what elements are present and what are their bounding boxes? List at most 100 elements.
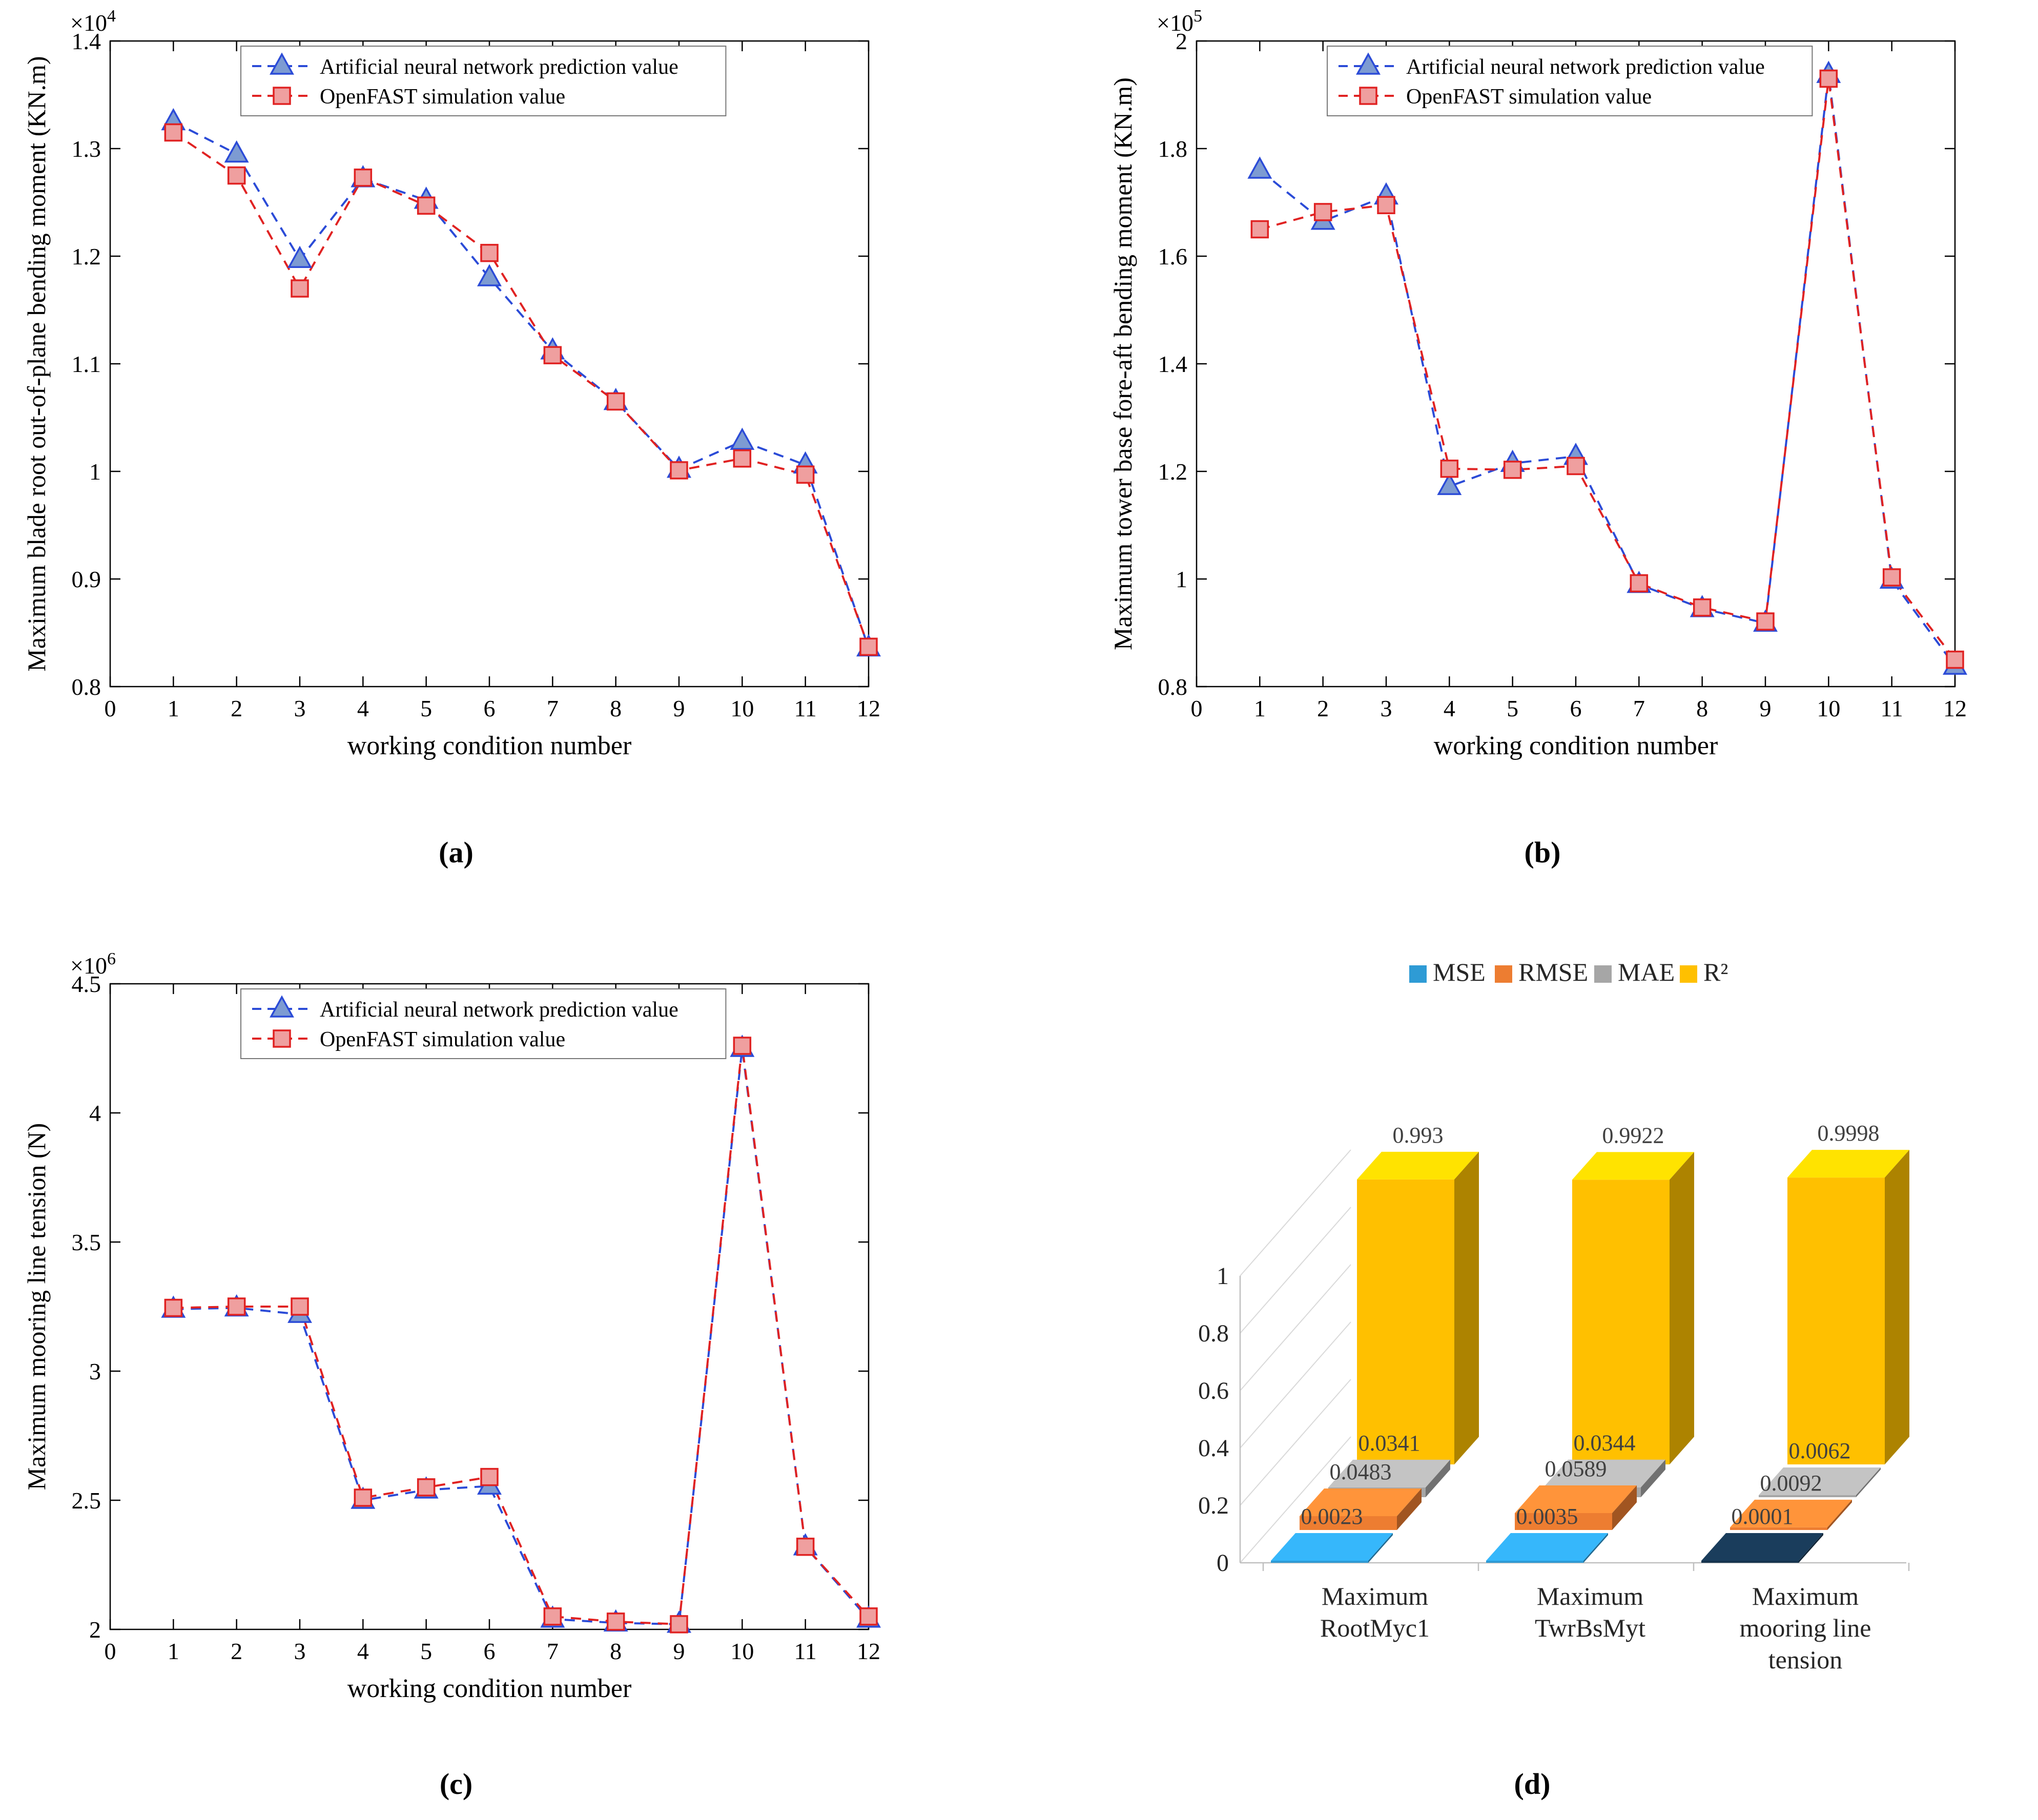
grid-line-3d — [1240, 1321, 1351, 1449]
x-tick-label: 0 — [1191, 695, 1203, 721]
data-marker — [859, 1607, 878, 1626]
grid-line-3d — [1240, 1149, 1351, 1276]
data-marker — [480, 1467, 499, 1486]
x-tick-label: 7 — [1633, 695, 1645, 721]
bar-front — [1486, 1561, 1583, 1563]
x-tick-label: 7 — [547, 695, 559, 721]
bar-top — [1515, 1485, 1637, 1514]
data-marker — [1630, 574, 1649, 593]
x-tick-label: 10 — [730, 695, 754, 721]
x-tick-label: 6 — [484, 1638, 496, 1664]
legend-swatch — [1495, 965, 1512, 983]
data-marker — [543, 346, 562, 364]
legend-item-label: R² — [1703, 958, 1728, 986]
bar-front — [1271, 1561, 1368, 1563]
data-marker — [1819, 69, 1838, 88]
legend-item-label: MAE — [1618, 958, 1675, 986]
series-line-ann — [1259, 74, 1956, 667]
chart-c-mooring-tension: 0 1 2 3 4 5 6 7 8 9 10 11 1222.533.544.5×106working … — [22, 953, 881, 1703]
bar-value-label: 0.0023 — [1301, 1504, 1363, 1529]
legend-marker — [273, 1029, 291, 1048]
bar-top — [1271, 1533, 1393, 1561]
data-marker — [291, 279, 309, 298]
data-marker — [796, 1537, 815, 1556]
y-axis-title: Maximum blade root out-of-plane bending … — [22, 56, 51, 671]
x-tick-label: 1 — [168, 695, 179, 721]
x-tick-label: 11 — [1881, 695, 1903, 721]
legend-marker — [270, 52, 294, 75]
x-tick-label: 12 — [1943, 695, 1967, 721]
x-tick-label: 8 — [1696, 695, 1708, 721]
panel-caption-d: (d) — [1514, 1767, 1551, 1801]
data-marker — [417, 196, 436, 215]
bar-side — [1426, 1459, 1450, 1497]
x-tick-label: 0 — [105, 1638, 116, 1664]
bar-side — [1454, 1151, 1479, 1464]
legend-label: Artificial neural network prediction val… — [320, 55, 678, 79]
data-marker — [1377, 196, 1395, 214]
y-tick-label: 1.6 — [1158, 243, 1188, 270]
data-marker — [354, 1488, 373, 1507]
category-label: Maximum — [1752, 1582, 1859, 1610]
bar-side — [1583, 1533, 1608, 1563]
panel-d: 0 0.2 0.4 0.6 0.8 1 0.0023 0.0035 0.0001 0.0483 0.… — [1056, 943, 2009, 1742]
x-tick-label: 9 — [1760, 695, 1772, 721]
bar-side — [1827, 1499, 1852, 1530]
data-marker — [859, 637, 878, 656]
x-tick-label: 5 — [1507, 695, 1518, 721]
bar-side — [1670, 1152, 1694, 1464]
bar-top — [1572, 1152, 1694, 1180]
bar-value-label: 0.993 — [1393, 1123, 1444, 1148]
data-marker — [1946, 650, 1964, 669]
bar-side — [1885, 1150, 1909, 1464]
bar-top — [1730, 1499, 1852, 1527]
x-tick-label: 6 — [1570, 695, 1582, 721]
x-tick-label: 4 — [1444, 695, 1455, 721]
data-marker — [543, 1607, 562, 1626]
data-marker — [670, 1615, 688, 1633]
y-tick-label: 0.2 — [1198, 1492, 1229, 1519]
y-tick-label: 2 — [89, 1617, 101, 1643]
legend-label: OpenFAST simulation value — [320, 1028, 565, 1051]
legend-swatch — [1409, 965, 1427, 983]
data-marker — [477, 264, 502, 286]
x-tick-label: 11 — [794, 1638, 817, 1664]
bar-value-label: 0.9922 — [1602, 1123, 1664, 1148]
x-tick-label: 2 — [1317, 695, 1329, 721]
y-tick-label: 1.4 — [72, 28, 101, 54]
x-tick-label: 1 — [1254, 695, 1266, 721]
y-tick-label: 1.2 — [72, 243, 101, 270]
bar-top — [1787, 1150, 1909, 1178]
bar-top — [1759, 1467, 1881, 1495]
bar-value-label: 0.0483 — [1330, 1459, 1392, 1484]
axis-exponent: ×106 — [70, 953, 116, 979]
category-label: Maximum — [1322, 1582, 1428, 1610]
y-tick-label: 3.5 — [72, 1229, 101, 1255]
data-marker — [164, 1298, 183, 1317]
data-marker — [1313, 203, 1332, 221]
bar-front — [1759, 1495, 1856, 1497]
grid-line-3d — [1240, 1264, 1351, 1391]
x-tick-label: 12 — [857, 1638, 880, 1664]
bar-side — [1397, 1488, 1422, 1530]
data-marker — [417, 1478, 436, 1497]
category-label: TwrBsMyt — [1535, 1614, 1645, 1642]
data-marker — [1440, 460, 1459, 478]
bar-side — [1368, 1533, 1393, 1563]
axis-exponent: ×105 — [1157, 10, 1202, 36]
x-axis-title: working condition number — [347, 1674, 632, 1703]
y-tick-label: 0.8 — [72, 674, 101, 700]
data-marker — [1693, 598, 1712, 617]
x-tick-label: 11 — [794, 695, 817, 721]
x-tick-label: 9 — [673, 1638, 685, 1664]
y-tick-label: 2.5 — [72, 1487, 101, 1514]
legend-label: OpenFAST simulation value — [1406, 85, 1652, 109]
category-label: mooring line — [1740, 1614, 1871, 1642]
y-tick-label: 0.9 — [72, 566, 101, 592]
y-tick-label: 0.4 — [1198, 1435, 1229, 1462]
bar-front — [1515, 1513, 1612, 1530]
grid-line-3d — [1240, 1436, 1351, 1563]
chart-d-error-metrics-3d: 0 0.2 0.4 0.6 0.8 1 0.0023 0.0035 0.0001 0.0483 0.… — [1198, 958, 1910, 1674]
bar-top — [1543, 1459, 1665, 1487]
